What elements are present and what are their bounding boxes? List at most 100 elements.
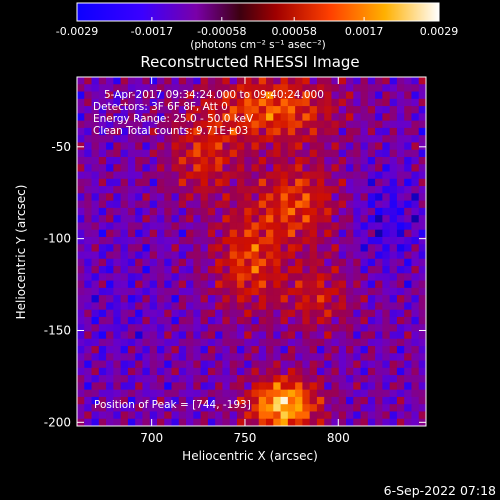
heatmap-cell bbox=[91, 360, 100, 369]
heatmap-cell bbox=[200, 367, 209, 376]
heatmap-cell bbox=[77, 193, 85, 202]
heatmap-cell bbox=[113, 222, 122, 231]
heatmap-cell bbox=[200, 200, 209, 209]
heatmap-cell bbox=[244, 106, 253, 114]
heatmap-cell bbox=[404, 360, 413, 369]
heatmap-cell bbox=[280, 229, 289, 238]
heatmap-cell bbox=[273, 418, 282, 426]
heatmap-cell bbox=[295, 222, 303, 231]
heatmap-cell bbox=[222, 236, 231, 245]
heatmap-cell bbox=[244, 360, 253, 369]
heatmap-cell bbox=[360, 127, 369, 136]
heatmap-cell bbox=[222, 244, 231, 253]
heatmap-cell bbox=[324, 309, 333, 318]
heatmap-cell bbox=[135, 91, 144, 100]
heatmap-cell bbox=[338, 353, 347, 362]
heatmap-cell bbox=[193, 91, 202, 100]
heatmap-cell bbox=[258, 113, 267, 122]
heatmap-cell bbox=[84, 149, 93, 158]
heatmap-cell bbox=[91, 113, 100, 122]
heatmap-cell bbox=[411, 360, 420, 369]
heatmap-cell bbox=[91, 215, 100, 224]
heatmap-cell bbox=[360, 200, 369, 209]
heatmap-cell bbox=[316, 346, 325, 354]
heatmap-cell bbox=[142, 266, 151, 274]
heatmap-cell bbox=[280, 258, 289, 267]
heatmap-cell bbox=[236, 229, 245, 238]
heatmap-cell bbox=[149, 338, 158, 347]
heatmap-cell bbox=[135, 171, 144, 180]
heatmap-cell bbox=[142, 156, 151, 165]
heatmap-cell bbox=[273, 222, 282, 231]
heatmap-cell bbox=[222, 164, 231, 173]
heatmap-cell bbox=[404, 266, 413, 274]
heatmap-cell bbox=[135, 113, 144, 122]
colorbar-tick-label: -0.00058 bbox=[197, 25, 246, 38]
heatmap-cell bbox=[382, 106, 391, 114]
heatmap-cell bbox=[120, 396, 129, 405]
heatmap-cell bbox=[127, 353, 136, 362]
heatmap-cell bbox=[266, 360, 274, 369]
heatmap-cell bbox=[338, 106, 347, 114]
heatmap-cell bbox=[411, 353, 420, 362]
heatmap-cell bbox=[324, 186, 333, 194]
heatmap-cell bbox=[375, 258, 383, 267]
heatmap-cell bbox=[353, 316, 362, 325]
heatmap-cell bbox=[346, 171, 354, 180]
heatmap-cell bbox=[244, 316, 253, 325]
heatmap-cell bbox=[84, 382, 93, 391]
heatmap-cell bbox=[295, 295, 303, 303]
heatmap-cell bbox=[244, 236, 253, 245]
heatmap-cell bbox=[84, 171, 93, 180]
heatmap-cell bbox=[309, 156, 318, 165]
heatmap-cell bbox=[77, 244, 85, 253]
heatmap-cell bbox=[200, 360, 209, 369]
heatmap-cell bbox=[171, 251, 180, 260]
heatmap-cell bbox=[411, 411, 420, 420]
heatmap-cell bbox=[77, 120, 85, 129]
heatmap-cell bbox=[418, 113, 426, 122]
heatmap-cell bbox=[353, 186, 362, 194]
heatmap-cell bbox=[91, 331, 100, 340]
heatmap-cell bbox=[404, 156, 413, 165]
heatmap-cell bbox=[77, 84, 85, 93]
heatmap-cell bbox=[258, 135, 267, 144]
heatmap-cell bbox=[164, 142, 173, 151]
heatmap-cell bbox=[316, 389, 325, 398]
heatmap-cell bbox=[186, 193, 194, 202]
heatmap-cell bbox=[396, 418, 405, 426]
heatmap-cell bbox=[98, 404, 107, 413]
heatmap-cell bbox=[316, 316, 325, 325]
heatmap-cell bbox=[404, 222, 413, 231]
heatmap-cell bbox=[389, 229, 398, 238]
heatmap-cell bbox=[418, 222, 426, 231]
heatmap-cell bbox=[411, 149, 420, 158]
heatmap-cell bbox=[171, 280, 180, 289]
heatmap-cell bbox=[273, 280, 282, 289]
heatmap-cell bbox=[244, 353, 253, 362]
heatmap-cell bbox=[273, 382, 282, 391]
heatmap-cell bbox=[302, 346, 311, 354]
heatmap-cell bbox=[404, 200, 413, 209]
heatmap-cell bbox=[418, 193, 426, 202]
heatmap-cell bbox=[266, 346, 274, 354]
heatmap-cell bbox=[316, 193, 325, 202]
heatmap-cell bbox=[164, 266, 173, 274]
heatmap-cell bbox=[309, 316, 318, 325]
heatmap-cell bbox=[389, 266, 398, 274]
heatmap-cell bbox=[229, 193, 238, 202]
heatmap-cell bbox=[382, 411, 391, 420]
heatmap-cell bbox=[207, 316, 216, 325]
heatmap-cell bbox=[418, 156, 426, 165]
heatmap-cell bbox=[295, 164, 303, 173]
heatmap-cell bbox=[367, 375, 376, 383]
heatmap-cell bbox=[338, 411, 347, 420]
heatmap-cell bbox=[113, 411, 122, 420]
heatmap-cell bbox=[91, 222, 100, 231]
heatmap-cell bbox=[353, 156, 362, 165]
heatmap-cell bbox=[142, 222, 151, 231]
heatmap-cell bbox=[331, 287, 340, 296]
heatmap-cell bbox=[396, 149, 405, 158]
heatmap-cell bbox=[324, 367, 333, 376]
heatmap-cell bbox=[193, 353, 202, 362]
